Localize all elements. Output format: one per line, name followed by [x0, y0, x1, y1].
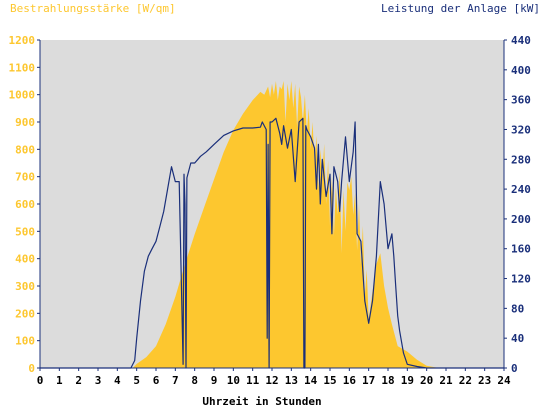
- right-tick-label: 240: [511, 183, 531, 196]
- x-tick-label: 13: [285, 374, 298, 387]
- x-tick-label: 12: [265, 374, 278, 387]
- right-tick-label: 400: [511, 64, 531, 77]
- x-tick-label: 17: [362, 374, 375, 387]
- x-tick-label: 15: [323, 374, 336, 387]
- x-tick-label: 6: [153, 374, 160, 387]
- left-tick-label: 800: [15, 143, 35, 156]
- x-tick-label: 19: [401, 374, 414, 387]
- left-tick-label: 600: [15, 198, 35, 211]
- left-tick-label: 0: [28, 362, 35, 375]
- right-tick-label: 80: [511, 302, 524, 315]
- power-line-series: [40, 117, 504, 369]
- x-tick-label: 21: [439, 374, 453, 387]
- axes-layer: [37, 39, 507, 371]
- left-tick-label: 200: [15, 307, 35, 320]
- x-tick-label: 4: [114, 374, 121, 387]
- right-tick-label: 200: [511, 213, 531, 226]
- x-tick-label: 5: [133, 374, 140, 387]
- right-axis-title: Leistung der Anlage [kW]: [381, 2, 540, 15]
- x-tick-label: 9: [211, 374, 218, 387]
- left-tick-label: 400: [15, 253, 35, 266]
- right-tick-label: 120: [511, 273, 531, 286]
- left-tick-label: 100: [15, 335, 35, 348]
- left-tick-label: 700: [15, 171, 35, 184]
- right-tick-label: 0: [511, 362, 518, 375]
- x-tick-label: 22: [459, 374, 472, 387]
- left-tick-label: 1000: [9, 89, 36, 102]
- x-axis-title: Uhrzeit in Stunden: [202, 395, 321, 408]
- x-tick-label: 18: [381, 374, 394, 387]
- irradiance-area-series: [40, 81, 504, 368]
- right-tick-label: 440: [511, 34, 531, 47]
- left-axis-title: Bestrahlungsstärke [W/qm]: [10, 2, 176, 15]
- x-tick-label: 0: [37, 374, 44, 387]
- x-tick-label: 16: [343, 374, 357, 387]
- left-tick-label: 1200: [9, 34, 36, 47]
- left-tick-label: 900: [15, 116, 35, 129]
- x-tick-label: 23: [478, 374, 491, 387]
- right-tick-label: 40: [511, 332, 524, 345]
- x-tick-label: 3: [95, 374, 102, 387]
- x-tick-label: 7: [172, 374, 179, 387]
- x-tick-label: 14: [304, 374, 318, 387]
- right-tick-label: 280: [511, 153, 531, 166]
- right-tick-label: 320: [511, 123, 531, 136]
- x-tick-label: 11: [246, 374, 260, 387]
- tick-labels-layer: 0100200300400500600700800900100011001200…: [9, 34, 531, 387]
- x-tick-label: 24: [497, 374, 511, 387]
- left-tick-label: 500: [15, 225, 35, 238]
- x-tick-label: 8: [191, 374, 198, 387]
- irradiance-area-layer: [40, 81, 504, 368]
- power-line-layer: [40, 117, 504, 369]
- right-tick-label: 360: [511, 94, 531, 107]
- x-tick-label: 10: [227, 374, 240, 387]
- right-tick-label: 160: [511, 243, 531, 256]
- x-tick-label: 20: [420, 374, 433, 387]
- left-tick-label: 1100: [9, 61, 36, 74]
- x-tick-label: 1: [56, 374, 63, 387]
- left-tick-label: 300: [15, 280, 35, 293]
- x-tick-label: 2: [75, 374, 82, 387]
